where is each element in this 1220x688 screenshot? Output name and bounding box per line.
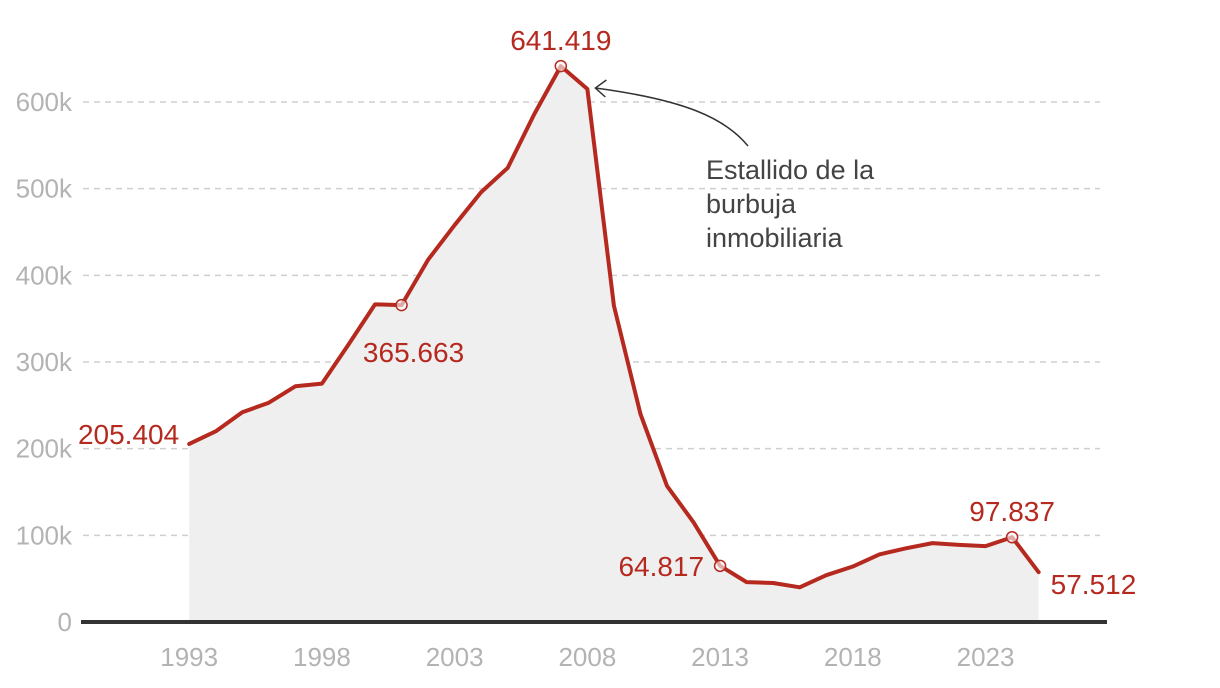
y-tick-label-100k: 100k — [16, 520, 73, 550]
x-tick-label-2018: 2018 — [824, 642, 882, 672]
x-tick-label-2013: 2013 — [691, 642, 749, 672]
x-axis-ticks: 1993 1998 2003 2008 2013 2018 2023 — [160, 642, 1014, 672]
data-marker-2001 — [395, 298, 408, 312]
x-tick-label-1993: 1993 — [160, 642, 218, 672]
y-tick-label-400k: 400k — [16, 260, 73, 290]
annotation-text-line-2: burbuja — [706, 189, 797, 219]
y-tick-label-300k: 300k — [16, 347, 73, 377]
annotations: Estallido de la burbuja inmobiliaria — [594, 79, 875, 253]
x-tick-label-1998: 1998 — [293, 642, 351, 672]
annotation-arrowhead — [594, 79, 607, 98]
data-marker-2007 — [554, 59, 568, 73]
y-tick-label-0: 0 — [58, 607, 72, 637]
data-label-2013: 64.817 — [618, 551, 704, 582]
annotation-text-line-1: Estallido de la — [706, 155, 875, 185]
y-tick-label-600k: 600k — [16, 87, 73, 117]
data-labels: 205.404 365.663 641.419 64.817 97.837 57.512 — [78, 25, 1136, 600]
area-fill — [189, 66, 1039, 623]
y-tick-label-500k: 500k — [16, 174, 73, 204]
data-label-2025: 57.512 — [1051, 569, 1137, 600]
data-marker-2024 — [1005, 530, 1019, 544]
y-tick-label-200k: 200k — [16, 434, 73, 464]
data-marker-2013 — [713, 559, 727, 573]
annotation-arrow — [595, 87, 749, 147]
x-tick-label-2003: 2003 — [426, 642, 484, 672]
annotation-text-line-3: inmobiliaria — [706, 223, 844, 253]
series-line — [187, 64, 1041, 590]
x-tick-label-2008: 2008 — [558, 642, 616, 672]
y-axis-ticks: 0 100k 200k 300k 400k 500k 600k — [16, 87, 73, 637]
series-line-group — [187, 64, 1041, 590]
data-label-2024: 97.837 — [969, 496, 1055, 527]
data-label-2007: 641.419 — [510, 25, 611, 56]
data-label-2001: 365.663 — [363, 337, 464, 368]
area-fill-group — [189, 66, 1039, 623]
data-label-1993: 205.404 — [78, 419, 179, 450]
x-tick-label-2023: 2023 — [957, 642, 1015, 672]
